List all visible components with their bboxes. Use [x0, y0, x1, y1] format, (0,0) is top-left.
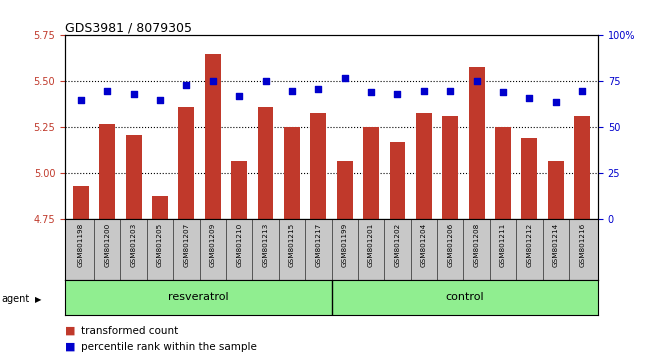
Point: [129, 91, 139, 97]
Point: [102, 88, 112, 93]
Point: [551, 99, 561, 104]
Point: [313, 86, 324, 92]
Point: [287, 88, 297, 93]
Bar: [548, 161, 564, 354]
Text: control: control: [445, 292, 484, 302]
Text: GSM801202: GSM801202: [395, 222, 400, 267]
Bar: [469, 67, 484, 354]
Bar: [205, 54, 221, 354]
Text: GDS3981 / 8079305: GDS3981 / 8079305: [65, 21, 192, 34]
Point: [75, 97, 86, 103]
Bar: [311, 113, 326, 354]
Bar: [257, 107, 274, 354]
Point: [181, 82, 192, 88]
Text: GSM801215: GSM801215: [289, 222, 295, 267]
Text: GSM801204: GSM801204: [421, 222, 427, 267]
Text: resveratrol: resveratrol: [168, 292, 229, 302]
Text: GSM801210: GSM801210: [236, 222, 242, 267]
Point: [524, 95, 534, 101]
Text: GSM801209: GSM801209: [210, 222, 216, 267]
Bar: [179, 107, 194, 354]
Point: [419, 88, 429, 93]
Text: GSM801213: GSM801213: [263, 222, 268, 267]
Point: [155, 97, 165, 103]
Bar: [442, 116, 458, 354]
Text: transformed count: transformed count: [81, 326, 179, 336]
Point: [392, 91, 402, 97]
Bar: [495, 127, 511, 354]
Text: agent: agent: [1, 294, 29, 304]
Bar: [284, 127, 300, 354]
Point: [498, 90, 508, 95]
Point: [471, 79, 482, 84]
Bar: [125, 135, 142, 354]
Text: ▶: ▶: [35, 295, 42, 304]
Text: GSM801206: GSM801206: [447, 222, 453, 267]
Text: ■: ■: [65, 326, 75, 336]
Text: GSM801205: GSM801205: [157, 222, 163, 267]
Text: GSM801216: GSM801216: [579, 222, 585, 267]
Bar: [152, 195, 168, 354]
Text: GSM801212: GSM801212: [526, 222, 532, 267]
Point: [366, 90, 376, 95]
Bar: [337, 161, 352, 354]
Text: GSM801211: GSM801211: [500, 222, 506, 267]
Bar: [363, 127, 379, 354]
Text: percentile rank within the sample: percentile rank within the sample: [81, 342, 257, 352]
Text: GSM801199: GSM801199: [342, 222, 348, 267]
Text: GSM801198: GSM801198: [78, 222, 84, 267]
Bar: [521, 138, 538, 354]
Text: GSM801200: GSM801200: [104, 222, 110, 267]
Bar: [73, 186, 89, 354]
Text: GSM801201: GSM801201: [368, 222, 374, 267]
Point: [577, 88, 588, 93]
Text: GSM801208: GSM801208: [474, 222, 480, 267]
Bar: [99, 124, 115, 354]
Text: GSM801214: GSM801214: [552, 222, 559, 267]
Text: GSM801203: GSM801203: [131, 222, 136, 267]
Point: [207, 79, 218, 84]
Point: [234, 93, 244, 99]
Text: GSM801217: GSM801217: [315, 222, 321, 267]
Point: [261, 79, 271, 84]
Bar: [416, 113, 432, 354]
Text: ■: ■: [65, 342, 75, 352]
Bar: [389, 142, 406, 354]
Bar: [574, 116, 590, 354]
Point: [445, 88, 456, 93]
Text: GSM801207: GSM801207: [183, 222, 189, 267]
Bar: [231, 161, 247, 354]
Point: [339, 75, 350, 81]
